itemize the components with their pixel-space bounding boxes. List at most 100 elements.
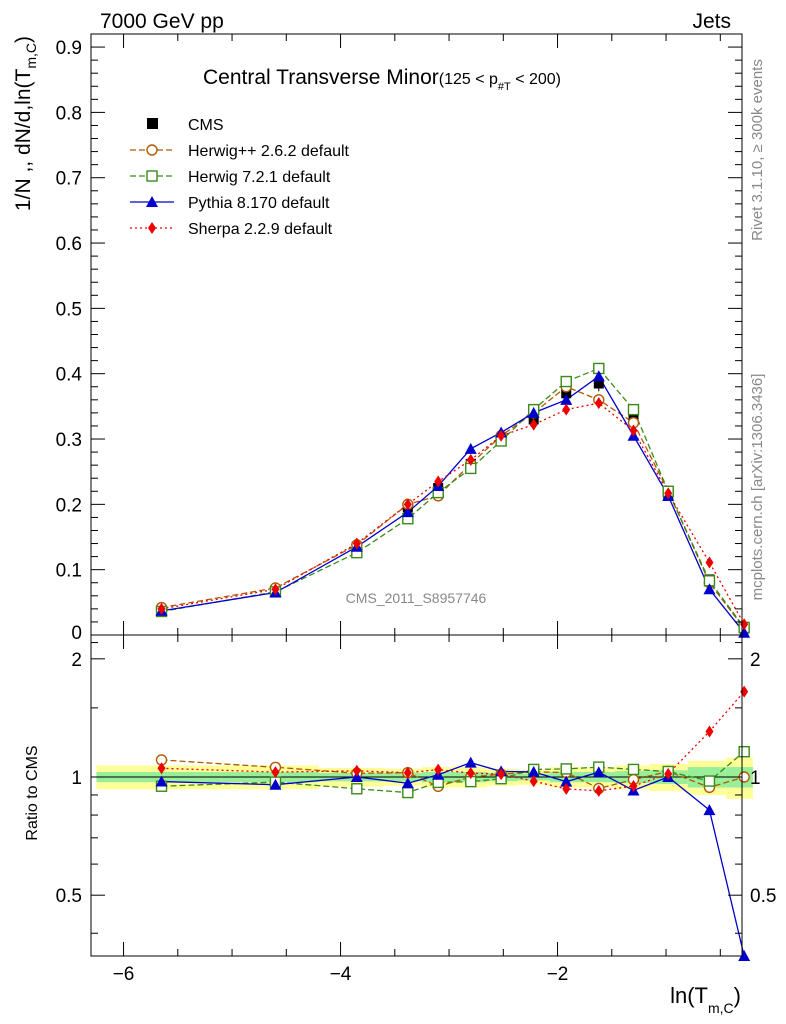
ratio-point-pythia-8-170-default (155, 775, 168, 787)
ratio-point-sherpa-2-2-9-default (594, 784, 603, 797)
ratio-point-sherpa-2-2-9-default (629, 780, 638, 793)
legend-label-cms: CMS (188, 117, 224, 134)
point-sherpa-2-2-9-default (594, 397, 603, 410)
point-sherpa-2-2-9-default (629, 424, 638, 437)
point-sherpa-2-2-9-default (705, 556, 714, 569)
analysis-watermark: CMS_2011_S8957746 (346, 590, 487, 606)
point-sherpa-2-2-9-default (497, 429, 506, 442)
point-pythia-8-170-default (703, 583, 716, 595)
y-tick-label: 0.2 (56, 495, 82, 516)
legend-marker-herwig-7-2-1-default (146, 170, 158, 182)
ratio-point-pythia-8-170-default (464, 756, 477, 768)
rivet-version-label: Rivet 3.1.10, ≥ 300k events (749, 59, 766, 241)
x-tick-label: −4 (330, 964, 352, 985)
point-sherpa-2-2-9-default (434, 475, 443, 488)
point-sherpa-2-2-9-default (157, 602, 166, 615)
point-pythia-8-170-default (527, 406, 540, 418)
ratio-point-herwig-7-2-1-default (560, 763, 572, 775)
ratio-frame (90, 634, 743, 957)
ratio-point-sherpa-2-2-9-default (740, 685, 749, 698)
header-process-label: Jets (692, 10, 731, 33)
ratio-point-herwig-7-2-1-default (627, 763, 640, 776)
cms-data-point (561, 388, 572, 399)
ratio-point-sherpa-2-2-9-default (562, 782, 571, 795)
legend-entry-pythia-8-170-default: Pythia 8.170 default (130, 195, 330, 212)
ratio-point-herwig-7-2-1-default (351, 783, 363, 795)
ratio-point-sherpa-2-2-9-default (664, 767, 673, 780)
y-tick-label: 0.8 (56, 103, 82, 124)
ratio-point-pythia-8-170-default (592, 766, 605, 778)
y-tick-label-zero: 0 (71, 623, 82, 644)
x-tick-label: −2 (547, 964, 569, 985)
y-tick-label: 0.3 (56, 430, 82, 451)
series-line-pythia-8-170-default (161, 375, 745, 634)
ratio-line-herwig-7-2-1-default (161, 751, 745, 794)
point-pythia-8-170-default (592, 370, 605, 382)
ratio-point-sherpa-2-2-9-default (529, 775, 538, 788)
point-pythia-8-170-default (560, 393, 573, 405)
ratio-point-pythia-8-170-default (560, 775, 573, 787)
legend-marker-cms (147, 118, 158, 129)
ratio-point-pythia-8-170-default (527, 765, 540, 777)
ratio-y-tick-label-right: 2 (750, 650, 761, 671)
y-tick-label: 0.9 (56, 38, 82, 59)
point-sherpa-2-2-9-default (664, 487, 673, 500)
y-tick-label: 0.4 (56, 365, 83, 386)
ratio-y-tick-label: 1 (71, 768, 82, 789)
series-line-herwig-2-6-2-default (161, 386, 745, 629)
y-tick-label: 0.1 (56, 561, 82, 582)
ratio-y-tick-label-right: 1 (750, 768, 761, 789)
y-tick-label: 0.5 (56, 299, 82, 320)
legend-marker-sherpa-2-2-9-default (148, 222, 156, 234)
legend-label-herwig-2-6-2-default: Herwig++ 2.6.2 default (188, 143, 350, 160)
ratio-y-tick-label-right: 0.5 (750, 886, 776, 907)
ratio-point-herwig-7-2-1-default (703, 775, 716, 787)
legend-entry-herwig-7-2-1-default: Herwig 7.2.1 default (130, 169, 331, 186)
ratio-point-pythia-8-170-default (401, 777, 414, 789)
header-energy-label: 7000 GeV pp (100, 10, 224, 33)
ratio-y-tick-label: 2 (71, 650, 82, 671)
legend-label-herwig-7-2-1-default: Herwig 7.2.1 default (188, 169, 331, 186)
legend-label-pythia-8-170-default: Pythia 8.170 default (188, 195, 330, 212)
x-axis-title: ln(Tm,C) (670, 983, 741, 1016)
ratio-point-sherpa-2-2-9-default (403, 766, 412, 779)
point-herwig-7-2-1-default (627, 403, 640, 416)
legend-marker-pythia-8-170-default (146, 196, 158, 207)
ratio-point-sherpa-2-2-9-default (497, 768, 506, 781)
ratio-point-herwig-7-2-1-default (402, 786, 414, 799)
ratio-point-pythia-8-170-default (703, 804, 716, 816)
point-pythia-8-170-default (401, 506, 414, 518)
legend-marker-herwig-2-6-2-default (146, 144, 158, 156)
ratio-line-sherpa-2-2-9-default (161, 691, 745, 792)
legend-label-sherpa-2-2-9-default: Sherpa 2.2.9 default (188, 221, 333, 238)
ratio-point-sherpa-2-2-9-default (434, 763, 443, 776)
point-sherpa-2-2-9-default (529, 418, 538, 431)
main-panel: 0.1 0.2 0.3 0.4 0.5 0.6 0.7 0.8 0.9 0 (56, 33, 751, 644)
ratio-panel: −6 −4 −2 0.5 0.5 1 1 2 2 (56, 634, 776, 985)
y-axis-title: 1/N ,, dN/d,ln(Tm,C) (12, 36, 39, 211)
ratio-point-sherpa-2-2-9-default (271, 766, 280, 779)
ratio-point-sherpa-2-2-9-default (466, 767, 475, 780)
mcplots-source-label: mcplots.cern.ch [arXiv:1306.3436] (749, 374, 766, 601)
ratio-y-tick-label: 0.5 (56, 886, 82, 907)
point-pythia-8-170-default (464, 442, 477, 454)
ratio-point-sherpa-2-2-9-default (157, 762, 166, 775)
ratio-axis-title: Ratio to CMS (24, 745, 41, 840)
ratio-line-herwig-2-6-2-default (161, 759, 745, 790)
series-line-herwig-7-2-1-default (161, 367, 745, 628)
point-sherpa-2-2-9-default (403, 498, 412, 511)
legend: CMS Herwig++ 2.6.2 default Herwig 7.2.1 d… (130, 117, 350, 238)
y-tick-label: 0.6 (56, 234, 82, 255)
legend-entry-sherpa-2-2-9-default: Sherpa 2.2.9 default (130, 221, 333, 238)
point-sherpa-2-2-9-default (352, 537, 361, 550)
point-sherpa-2-2-9-default (562, 403, 571, 416)
cms-data-point (593, 378, 604, 389)
series-line-sherpa-2-2-9-default (161, 402, 745, 625)
ratio-point-sherpa-2-2-9-default (352, 764, 361, 777)
legend-entry-cms: CMS (147, 117, 224, 134)
ratio-line-pythia-8-170-default (161, 761, 745, 957)
ratio-point-pythia-8-170-default (269, 778, 282, 790)
legend-entry-herwig-2-6-2-default: Herwig++ 2.6.2 default (130, 143, 350, 160)
ratio-point-herwig-7-2-1-default (738, 746, 750, 758)
